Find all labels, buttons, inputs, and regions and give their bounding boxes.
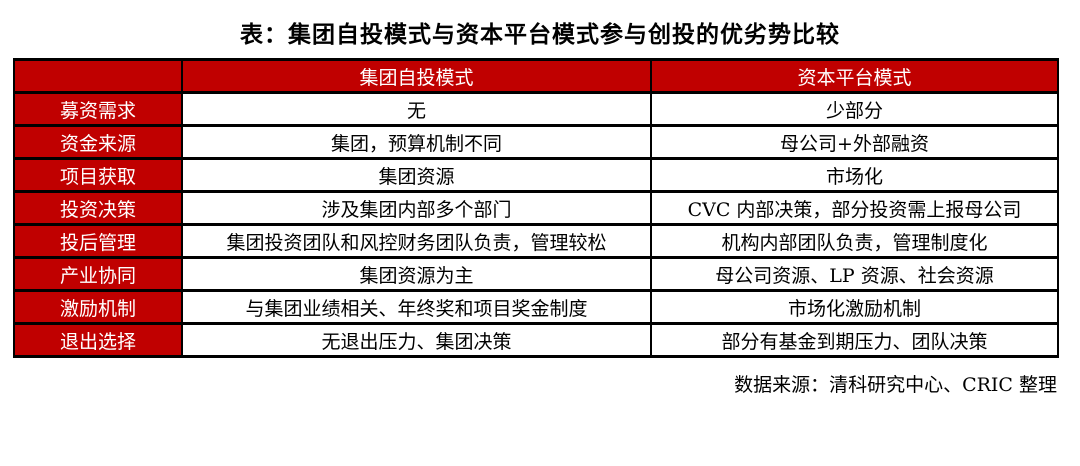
table-row: 退出选择 无退出压力、集团决策 部分有基金到期压力、团队决策 <box>13 322 1059 358</box>
row-label: 退出选择 <box>13 322 183 358</box>
data-source-note: 数据来源：清科研究中心、CRIC 整理 <box>734 374 1057 396</box>
cell-self-invest: 无 <box>181 91 652 127</box>
column-header-capital-platform: 资本平台模式 <box>650 58 1059 94</box>
table-row: 资金来源 集团，预算机制不同 母公司+外部融资 <box>13 124 1059 160</box>
cell-capital-platform: 市场化 <box>650 157 1059 193</box>
cell-capital-platform: 母公司资源、LP 资源、社会资源 <box>650 256 1059 292</box>
cell-capital-platform: 机构内部团队负责，管理制度化 <box>650 223 1059 259</box>
table-row: 投资决策 涉及集团内部多个部门 CVC 内部决策，部分投资需上报母公司 <box>13 190 1059 226</box>
comparison-table: 集团自投模式 资本平台模式 募资需求 无 少部分 资金来源 集团，预算机制不同 … <box>13 58 1059 358</box>
table-row: 投后管理 集团投资团队和风控财务团队负责，管理较松 机构内部团队负责，管理制度化 <box>13 223 1059 259</box>
row-label: 募资需求 <box>13 91 183 127</box>
cell-self-invest: 无退出压力、集团决策 <box>181 322 652 358</box>
table-row: 产业协同 集团资源为主 母公司资源、LP 资源、社会资源 <box>13 256 1059 292</box>
column-header-group-self-invest: 集团自投模式 <box>181 58 652 94</box>
table-title: 表：集团自投模式与资本平台模式参与创投的优劣势比较 <box>240 21 840 48</box>
corner-cell <box>13 58 183 94</box>
header-row: 集团自投模式 资本平台模式 <box>13 58 1059 94</box>
row-label: 激励机制 <box>13 289 183 325</box>
cell-capital-platform: 母公司+外部融资 <box>650 124 1059 160</box>
row-label: 投后管理 <box>13 223 183 259</box>
row-label: 产业协同 <box>13 256 183 292</box>
cell-capital-platform: CVC 内部决策，部分投资需上报母公司 <box>650 190 1059 226</box>
cell-capital-platform: 少部分 <box>650 91 1059 127</box>
cell-self-invest: 集团资源为主 <box>181 256 652 292</box>
cell-self-invest: 集团投资团队和风控财务团队负责，管理较松 <box>181 223 652 259</box>
table-row: 项目获取 集团资源 市场化 <box>13 157 1059 193</box>
table-row: 激励机制 与集团业绩相关、年终奖和项目奖金制度 市场化激励机制 <box>13 289 1059 325</box>
table-row: 募资需求 无 少部分 <box>13 91 1059 127</box>
row-label: 项目获取 <box>13 157 183 193</box>
cell-self-invest: 涉及集团内部多个部门 <box>181 190 652 226</box>
cell-capital-platform: 市场化激励机制 <box>650 289 1059 325</box>
cell-capital-platform: 部分有基金到期压力、团队决策 <box>650 322 1059 358</box>
cell-self-invest: 集团，预算机制不同 <box>181 124 652 160</box>
cell-self-invest: 与集团业绩相关、年终奖和项目奖金制度 <box>181 289 652 325</box>
row-label: 资金来源 <box>13 124 183 160</box>
cell-self-invest: 集团资源 <box>181 157 652 193</box>
row-label: 投资决策 <box>13 190 183 226</box>
